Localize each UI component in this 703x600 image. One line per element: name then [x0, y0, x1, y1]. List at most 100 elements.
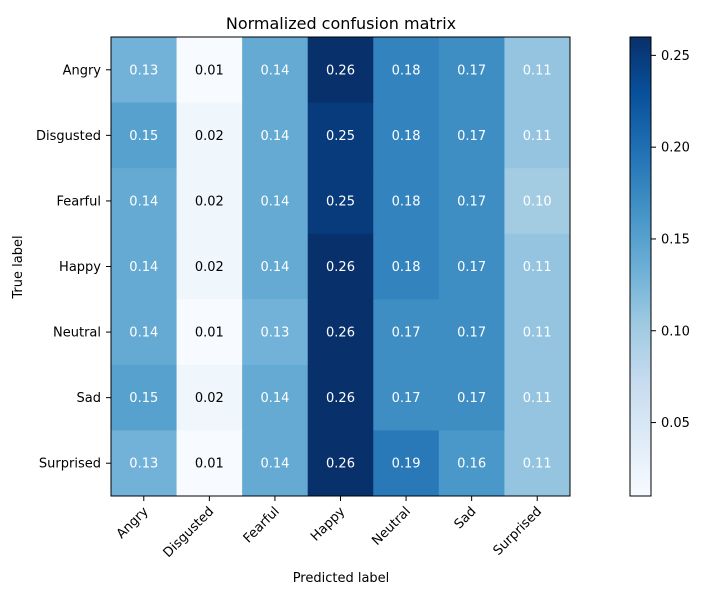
heatmap-cell — [176, 364, 243, 431]
heatmap-cell — [438, 364, 505, 431]
cell-value-label: 0.15 — [129, 129, 158, 144]
heatmap-cell — [373, 430, 440, 497]
x-tick-label: Angry — [114, 504, 152, 542]
cell-value-label: 0.14 — [260, 129, 289, 144]
cell-value-label: 0.14 — [129, 194, 158, 209]
heatmap-cell — [176, 299, 243, 366]
heatmap-cell — [307, 168, 374, 235]
cell-value-label: 0.26 — [326, 326, 355, 341]
heatmap-cell — [242, 430, 309, 497]
cell-value-label: 0.14 — [260, 194, 289, 209]
cell-value-label: 0.02 — [195, 391, 224, 406]
heatmap-cell — [176, 168, 243, 235]
heatmap-cell — [176, 430, 243, 497]
cell-value-label: 0.26 — [326, 457, 355, 472]
heatmap-cell — [373, 37, 440, 104]
cell-value-label: 0.14 — [260, 457, 289, 472]
cell-value-label: 0.01 — [195, 457, 224, 472]
heatmap-cell — [242, 168, 309, 235]
heatmap-cell — [504, 299, 571, 366]
cell-value-label: 0.11 — [523, 457, 552, 472]
cell-value-label: 0.16 — [457, 457, 486, 472]
cell-value-label: 0.14 — [129, 326, 158, 341]
colorbar-tick-label: 0.25 — [661, 49, 690, 64]
heatmap-cell — [307, 233, 374, 300]
colorbar-tick-label: 0.10 — [661, 324, 690, 339]
heatmap-cell — [111, 168, 178, 235]
heatmap-cell — [242, 37, 309, 104]
cell-value-label: 0.14 — [260, 391, 289, 406]
colorbar-ticks: 0.05 0.10 0.15 0.20 0.25 — [651, 49, 690, 431]
cell-value-label: 0.18 — [392, 194, 421, 209]
heatmap-cell — [504, 168, 571, 235]
colorbar-tick-label: 0.20 — [661, 141, 690, 156]
cell-value-label: 0.25 — [326, 129, 355, 144]
heatmap-cell — [504, 430, 571, 497]
cell-value-label: 0.26 — [326, 260, 355, 275]
cell-value-label: 0.15 — [129, 391, 158, 406]
y-axis-label: True label — [11, 235, 26, 299]
cell-value-label: 0.17 — [457, 129, 486, 144]
y-axis-ticks: Angry Disgusted Fearful Happy Neutral Sad Surp… — [36, 63, 111, 472]
cell-value-label: 0.02 — [195, 194, 224, 209]
heatmap-cell — [242, 102, 309, 169]
heatmap-cell — [438, 233, 505, 300]
heatmap-cell — [111, 299, 178, 366]
heatmap-cell — [504, 233, 571, 300]
heatmap-cell — [111, 233, 178, 300]
heatmap-cell — [176, 233, 243, 300]
cell-value-label: 0.18 — [392, 129, 421, 144]
cell-value-label: 0.17 — [457, 194, 486, 209]
cell-value-label: 0.11 — [523, 391, 552, 406]
cell-value-label: 0.19 — [392, 457, 421, 472]
x-axis-label: Predicted label — [293, 571, 390, 586]
heatmap-cell — [176, 102, 243, 169]
y-tick-label: Disgusted — [36, 129, 101, 144]
cell-value-label: 0.18 — [392, 63, 421, 78]
cell-value-label: 0.11 — [523, 326, 552, 341]
cell-value-label: 0.26 — [326, 391, 355, 406]
cell-value-label: 0.17 — [457, 391, 486, 406]
heatmap-cell — [307, 37, 374, 104]
cell-value-label: 0.14 — [129, 260, 158, 275]
heatmap-cell — [242, 233, 309, 300]
heatmap-cell — [307, 364, 374, 431]
heatmap-cell — [373, 233, 440, 300]
heatmap-cell — [438, 299, 505, 366]
cell-value-label: 0.10 — [523, 194, 552, 209]
cell-value-label: 0.17 — [457, 63, 486, 78]
colorbar — [629, 36, 652, 497]
cell-value-label: 0.13 — [129, 63, 158, 78]
cell-value-label: 0.02 — [195, 260, 224, 275]
cell-value-label: 0.17 — [457, 260, 486, 275]
x-axis-ticks: Angry Disgusted Fearful Happy Neutral Sad Surp… — [114, 496, 545, 561]
heatmap-cell — [504, 102, 571, 169]
heatmap-cell — [111, 364, 178, 431]
cell-value-label: 0.01 — [195, 326, 224, 341]
heatmap-cell — [307, 299, 374, 366]
y-tick-label: Neutral — [53, 326, 101, 341]
heatmap-cell — [373, 364, 440, 431]
heatmap-cell — [504, 37, 571, 104]
heatmap-cells — [111, 37, 571, 497]
x-tick-label: Happy — [308, 504, 348, 544]
cell-value-label: 0.17 — [392, 391, 421, 406]
cell-value-label: 0.14 — [260, 260, 289, 275]
cell-value-label: 0.26 — [326, 63, 355, 78]
cell-value-labels: 0.13 0.01 0.14 0.26 0.18 0.17 0.11 0.15 0.02 0.14… — [129, 63, 551, 471]
heatmap-cell — [111, 37, 178, 104]
cell-value-label: 0.11 — [523, 129, 552, 144]
cell-value-label: 0.18 — [392, 260, 421, 275]
y-tick-label: Angry — [63, 63, 102, 78]
cell-value-label: 0.01 — [195, 63, 224, 78]
heatmap-cell — [373, 102, 440, 169]
x-tick-label: Disgusted — [161, 504, 218, 561]
cell-value-label: 0.02 — [195, 129, 224, 144]
heatmap-cell — [242, 364, 309, 431]
cell-value-label: 0.25 — [326, 194, 355, 209]
heatmap-cell — [307, 102, 374, 169]
heatmap-cell — [438, 168, 505, 235]
heatmap-cell — [438, 102, 505, 169]
heatmap-cell — [242, 299, 309, 366]
heatmap-cell — [373, 299, 440, 366]
